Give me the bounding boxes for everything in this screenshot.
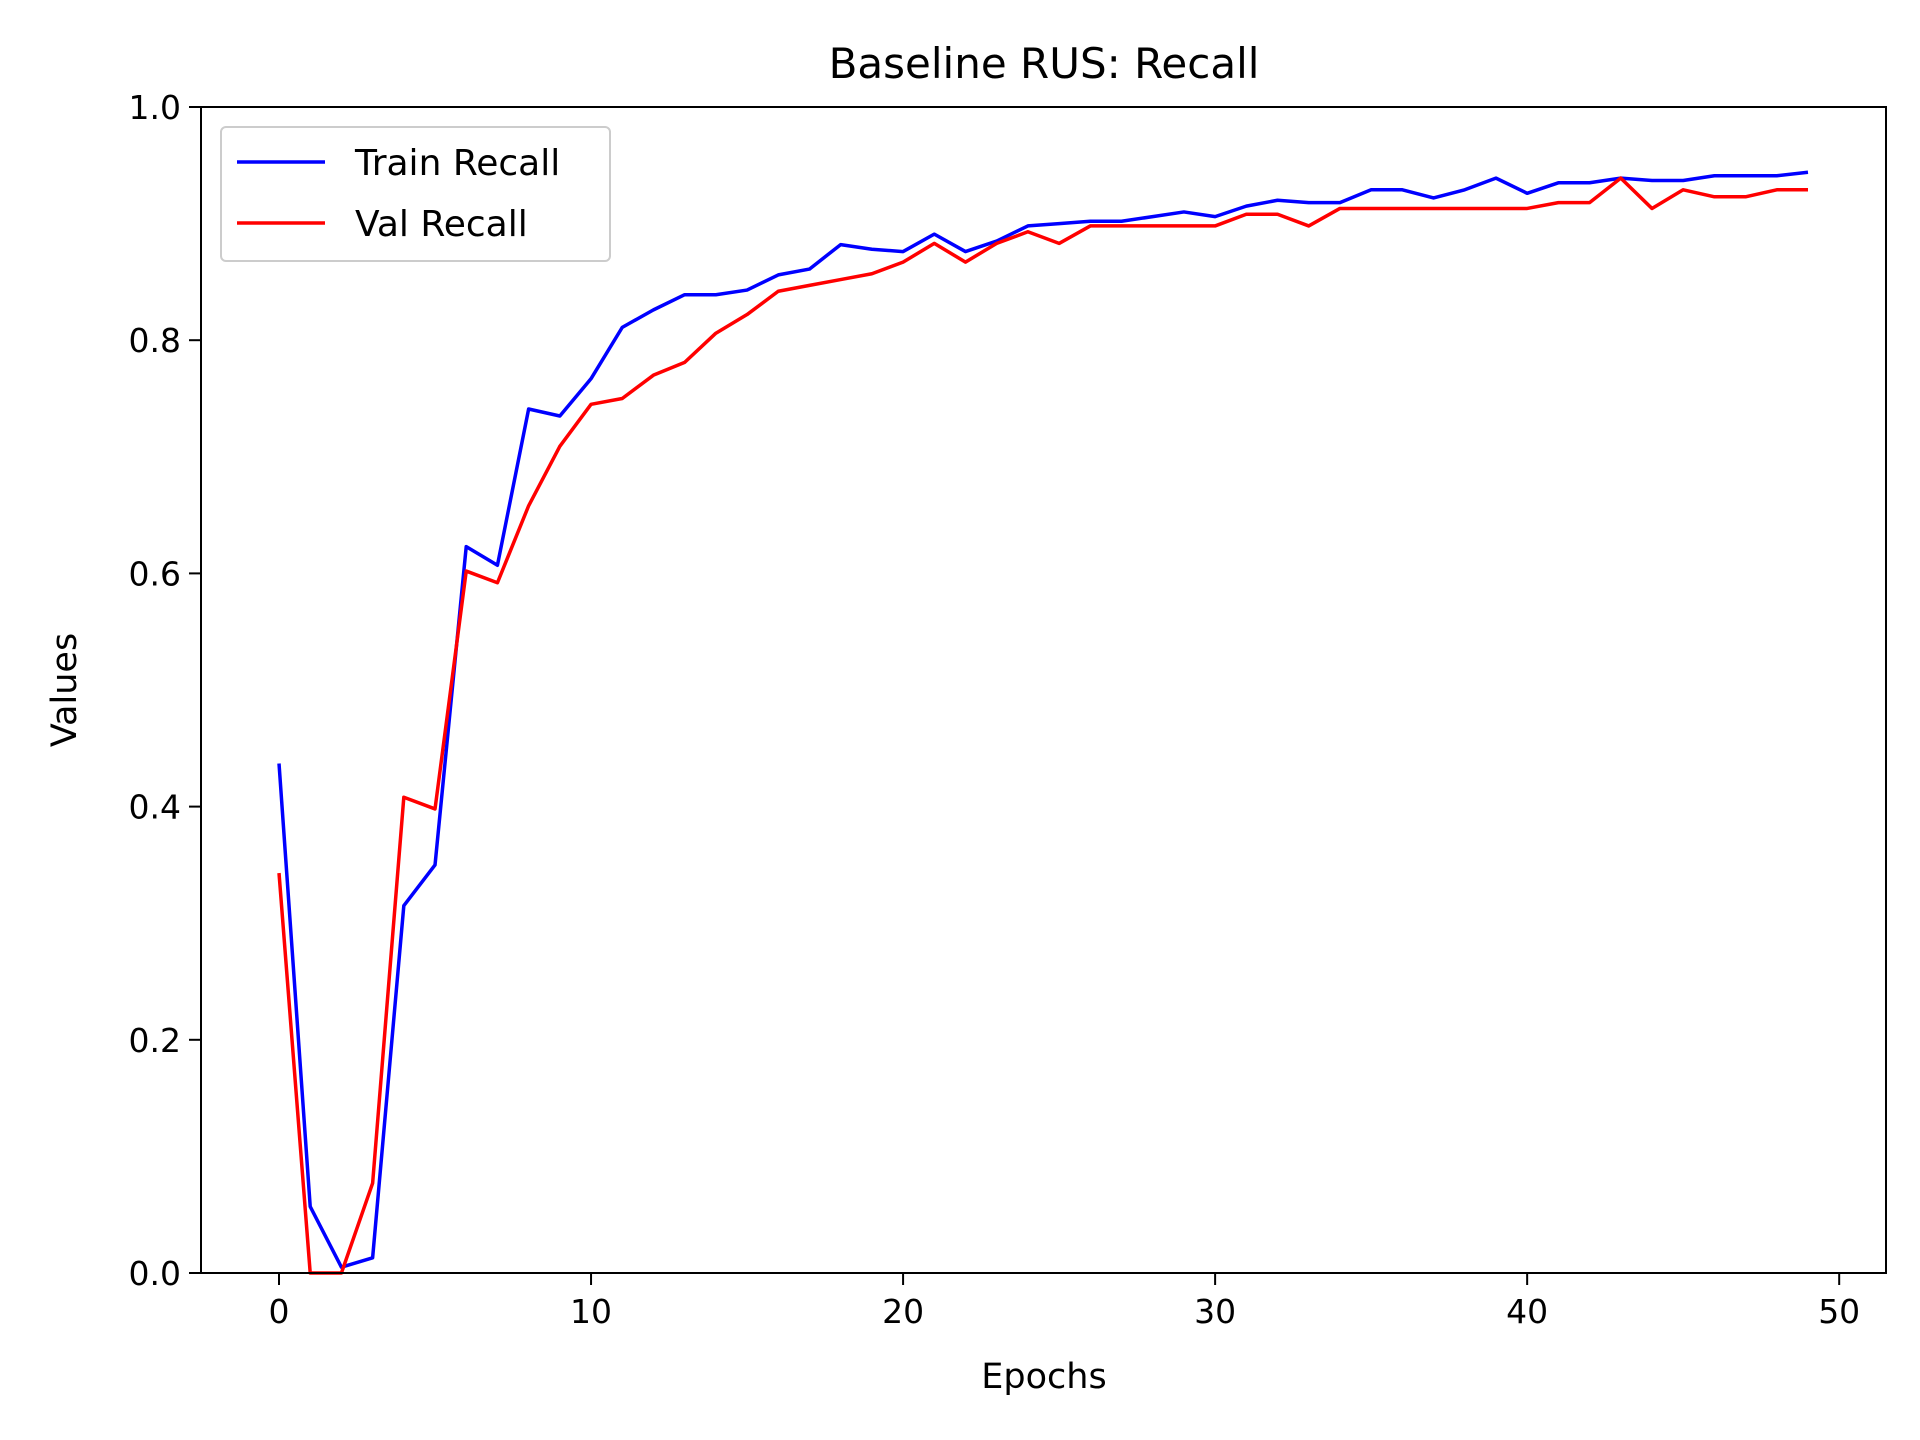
- x-axis-ticks: 0 10 20 30 40 50: [269, 1273, 1860, 1331]
- chart-title: Baseline RUS: Recall: [829, 39, 1260, 88]
- legend-label: Train Recall: [354, 143, 560, 184]
- y-axis-ticks: 0.0 0.2 0.4 0.6 0.8 1.0: [129, 88, 201, 1293]
- legend-label: Val Recall: [355, 204, 528, 245]
- y-tick-label: 1.0: [129, 88, 181, 127]
- x-tick-label: 50: [1818, 1292, 1860, 1331]
- y-tick-label: 0.6: [129, 554, 181, 593]
- y-tick-label: 0.8: [129, 321, 181, 360]
- x-tick-label: 30: [1194, 1292, 1236, 1331]
- y-tick-label: 0.4: [129, 788, 181, 827]
- series-line-val-recall: [277, 176, 1808, 1275]
- legend: Train Recall Val Recall: [220, 126, 611, 262]
- x-tick-label: 40: [1506, 1292, 1548, 1331]
- y-tick-label: 0.2: [129, 1021, 181, 1060]
- x-tick-label: 20: [882, 1292, 924, 1331]
- plot-lines: [277, 170, 1809, 1275]
- series-line-train-recall: [277, 170, 1809, 1269]
- y-axis-label: Values: [45, 633, 85, 747]
- plot-frame: [200, 106, 1887, 1274]
- y-tick-label: 0.0: [129, 1254, 181, 1293]
- x-axis-label: Epochs: [981, 1357, 1106, 1397]
- x-tick-label: 0: [269, 1292, 290, 1331]
- x-tick-label: 10: [570, 1292, 612, 1331]
